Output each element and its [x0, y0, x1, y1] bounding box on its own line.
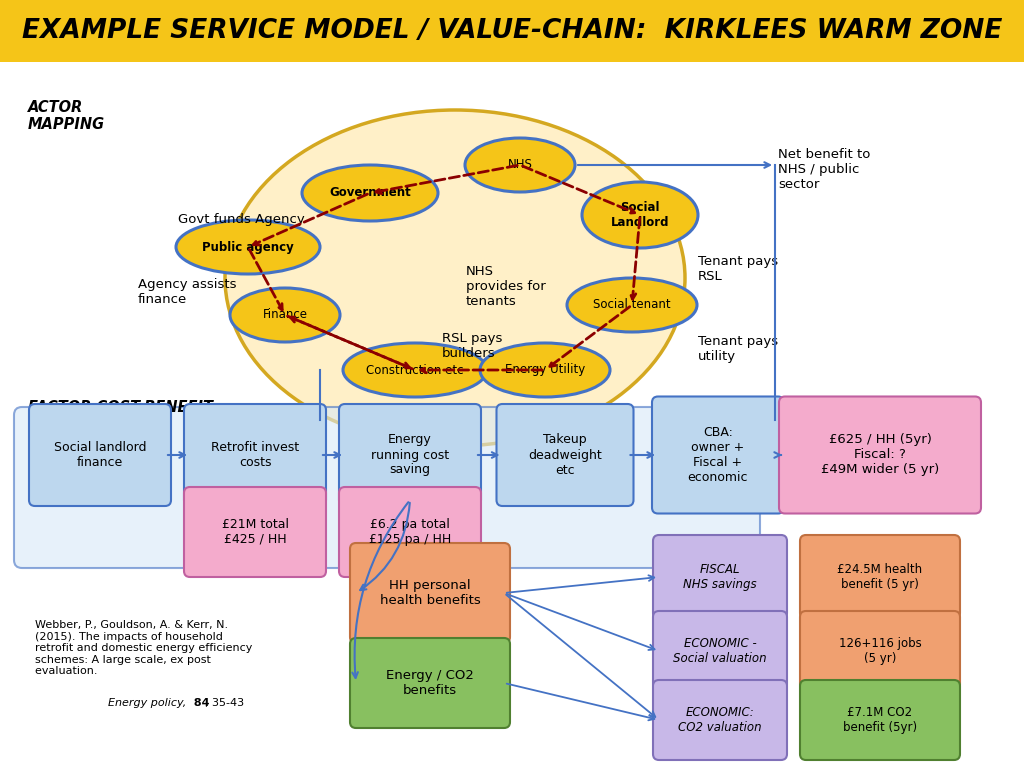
Text: EXAMPLE SERVICE MODEL / VALUE-CHAIN:  KIRKLEES WARM ZONE: EXAMPLE SERVICE MODEL / VALUE-CHAIN: KIR… — [22, 18, 1002, 44]
Text: Tenant pays
utility: Tenant pays utility — [698, 335, 778, 363]
Text: Social landlord
finance: Social landlord finance — [53, 441, 146, 469]
Text: Social
Landlord: Social Landlord — [610, 201, 670, 229]
Text: £6.2 pa total
£125 pa / HH: £6.2 pa total £125 pa / HH — [369, 518, 452, 546]
FancyBboxPatch shape — [800, 611, 961, 691]
Text: ACTOR
MAPPING: ACTOR MAPPING — [28, 100, 105, 132]
Ellipse shape — [582, 182, 698, 248]
Text: Energy / CO2
benefits: Energy / CO2 benefits — [386, 669, 474, 697]
Text: Net benefit to
NHS / public
sector: Net benefit to NHS / public sector — [778, 148, 870, 191]
Text: £24.5M health
benefit (5 yr): £24.5M health benefit (5 yr) — [838, 563, 923, 591]
Ellipse shape — [465, 138, 575, 192]
Text: Energy Utility: Energy Utility — [505, 363, 585, 376]
FancyBboxPatch shape — [184, 404, 326, 506]
Text: £21M total
£425 / HH: £21M total £425 / HH — [221, 518, 289, 546]
Text: NHS: NHS — [508, 158, 532, 171]
Text: Tenant pays
RSL: Tenant pays RSL — [698, 255, 778, 283]
FancyBboxPatch shape — [800, 535, 961, 619]
Ellipse shape — [302, 165, 438, 221]
Text: £7.1M CO2
benefit (5yr): £7.1M CO2 benefit (5yr) — [843, 706, 918, 734]
Text: Agency assists
finance: Agency assists finance — [138, 278, 237, 306]
Text: 84: 84 — [190, 698, 210, 708]
FancyBboxPatch shape — [653, 680, 787, 760]
Text: Finance: Finance — [262, 309, 307, 322]
Text: Webber, P., Gouldson, A. & Kerr, N.
(2015). The impacts of household
retrofit an: Webber, P., Gouldson, A. & Kerr, N. (201… — [35, 620, 252, 677]
Text: HH personal
health benefits: HH personal health benefits — [380, 579, 480, 607]
FancyBboxPatch shape — [339, 404, 481, 506]
FancyBboxPatch shape — [779, 396, 981, 514]
Text: Government: Government — [329, 187, 411, 200]
Ellipse shape — [567, 278, 697, 332]
FancyBboxPatch shape — [184, 487, 326, 577]
Text: Public agency: Public agency — [202, 240, 294, 253]
Ellipse shape — [230, 288, 340, 342]
Text: Energy
running cost
saving: Energy running cost saving — [371, 433, 450, 476]
Text: ECONOMIC -
Social valuation: ECONOMIC - Social valuation — [673, 637, 767, 665]
Text: £625 / HH (5yr)
Fiscal: ?
£49M wider (5 yr): £625 / HH (5yr) Fiscal: ? £49M wider (5 … — [821, 433, 939, 476]
Text: RSL pays
builders: RSL pays builders — [442, 332, 503, 360]
Ellipse shape — [176, 220, 319, 274]
Text: Govt funds Agency: Govt funds Agency — [178, 213, 305, 226]
Text: Takeup
deadweight
etc: Takeup deadweight etc — [528, 433, 602, 476]
Text: NHS
provides for
tenants: NHS provides for tenants — [466, 265, 546, 308]
Ellipse shape — [480, 343, 610, 397]
Text: Retrofit invest
costs: Retrofit invest costs — [211, 441, 299, 469]
FancyBboxPatch shape — [497, 404, 634, 506]
Text: Social tenant: Social tenant — [593, 299, 671, 312]
FancyBboxPatch shape — [350, 638, 510, 728]
Text: CBA:
owner +
Fiscal +
economic: CBA: owner + Fiscal + economic — [688, 426, 749, 484]
FancyBboxPatch shape — [14, 407, 760, 568]
Text: ECONOMIC:
CO2 valuation: ECONOMIC: CO2 valuation — [678, 706, 762, 734]
Ellipse shape — [343, 343, 487, 397]
Text: FACTOR COST-BENEFIT:: FACTOR COST-BENEFIT: — [28, 400, 218, 415]
Text: FISCAL
NHS savings: FISCAL NHS savings — [683, 563, 757, 591]
FancyBboxPatch shape — [653, 611, 787, 691]
Ellipse shape — [225, 110, 685, 446]
FancyBboxPatch shape — [29, 404, 171, 506]
FancyBboxPatch shape — [653, 535, 787, 619]
Text: Energy policy,: Energy policy, — [108, 698, 186, 708]
Text: 126+116 jobs
(5 yr): 126+116 jobs (5 yr) — [839, 637, 922, 665]
FancyBboxPatch shape — [350, 543, 510, 643]
Bar — [0, 0, 1024, 62]
FancyBboxPatch shape — [652, 396, 784, 514]
Text: , 35-43: , 35-43 — [205, 698, 244, 708]
FancyBboxPatch shape — [800, 680, 961, 760]
Text: Construction etc: Construction etc — [367, 363, 464, 376]
FancyBboxPatch shape — [339, 487, 481, 577]
